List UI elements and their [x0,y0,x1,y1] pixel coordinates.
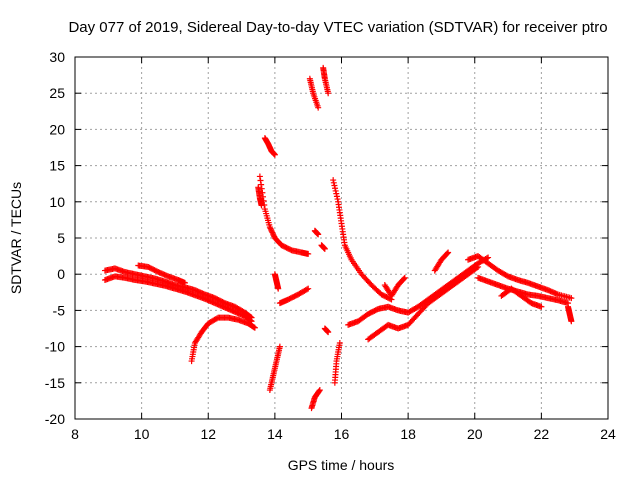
data-point [401,274,408,281]
y-tick-label: -20 [45,411,65,427]
data-point [336,339,343,346]
y-axis: -20 -15 -10 -5 0 5 10 15 20 25 30 [45,49,608,427]
data-point [270,232,277,239]
data-point [267,225,274,232]
data-point [333,193,340,200]
series-arc-3 [135,262,188,286]
data-point [315,231,322,238]
data-point [321,245,328,252]
data-point [325,329,332,336]
data-point [334,196,341,203]
data-point [269,229,276,236]
series-arc-2 [101,273,255,325]
data-point [568,295,575,302]
x-tick-label: 12 [200,426,216,442]
series-arc-21 [381,274,408,299]
data-point [258,181,265,188]
data-point [268,228,275,235]
series-arc-22 [431,249,452,274]
data-point [331,182,338,189]
data-point [181,279,188,286]
data-point [270,230,277,237]
data-markers [101,64,575,412]
series-arc-6 [261,135,278,158]
y-tick-label: -5 [53,302,66,318]
series-arc-14 [311,227,322,238]
x-tick-label: 24 [600,426,616,442]
series-arc-7 [255,184,265,209]
data-point [473,264,480,271]
y-tick-label: 15 [49,158,65,174]
series-arc-16 [321,325,332,336]
y-tick-label: 30 [49,49,65,65]
data-point [332,185,339,192]
data-point [538,303,545,310]
series-arc-23 [465,253,575,302]
y-tick-label: -10 [45,339,65,355]
series-arc-10 [276,285,312,307]
data-point [330,177,337,184]
data-point [276,343,283,350]
data-point [268,226,275,233]
series-arc-5 [256,173,312,257]
data-point [251,324,258,331]
data-point [485,254,492,261]
series-arc-4 [188,314,258,365]
series-arc-20 [365,263,482,343]
data-point [315,104,322,111]
series-arc-17 [331,339,343,386]
data-point [330,179,337,186]
x-tick-label: 18 [400,426,416,442]
data-point [444,250,451,257]
series-arc-13 [308,387,323,412]
grid [75,57,608,419]
data-point [333,190,340,197]
series-arc-9 [266,343,283,394]
series-arc-11 [306,75,322,111]
series-arc-8 [271,271,282,292]
data-point [256,173,263,180]
y-tick-label: 10 [49,194,65,210]
series-arc-15 [318,242,328,252]
chart-title: Day 077 of 2019, Sidereal Day-to-day VTE… [68,19,607,36]
series-arc-26 [565,303,575,325]
y-tick-label: 20 [49,121,65,137]
data-point [271,151,278,158]
data-point [445,249,452,256]
x-axis-label: GPS time / hours [288,457,395,473]
data-point [275,285,282,292]
data-point [258,202,265,209]
series-arc-19 [345,254,492,328]
data-point [316,387,323,394]
data-point [305,285,312,292]
series-arc-12 [320,64,332,97]
x-tick-label: 22 [534,426,550,442]
data-point [475,263,482,270]
data-point [305,250,312,257]
x-tick-label: 10 [134,426,150,442]
y-tick-label: 5 [57,230,65,246]
x-tick-label: 16 [334,426,350,442]
y-axis-label: SDTVAR / TECUs [8,182,24,294]
data-point [568,318,575,325]
data-point [325,90,332,97]
x-tick-label: 14 [267,426,283,442]
data-point [332,187,339,194]
data-point [316,387,323,394]
series-arc-25 [498,285,545,310]
data-point [266,224,273,231]
data-point [257,177,264,184]
x-tick-label: 20 [467,426,483,442]
x-axis: 8 10 12 14 16 18 20 22 24 [71,57,616,442]
y-tick-label: -15 [45,375,65,391]
x-tick-label: 8 [71,426,79,442]
series-arc-18 [330,177,395,303]
y-tick-label: 0 [57,266,65,282]
data-point [400,275,407,282]
data-point [303,286,310,293]
y-tick-label: 25 [49,85,65,101]
